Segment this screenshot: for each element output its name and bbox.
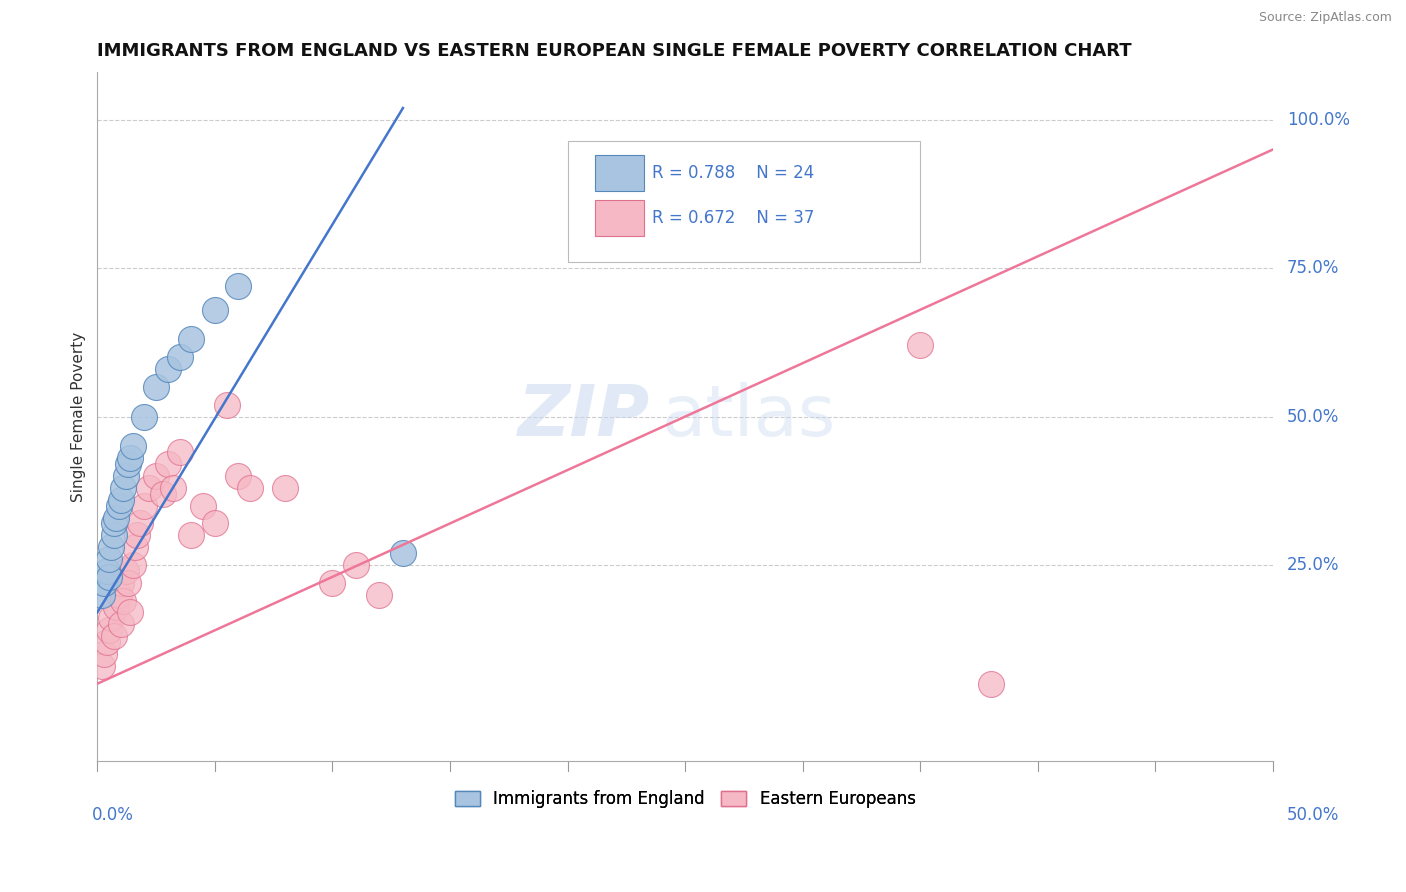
Point [114, 469, 136, 483]
Text: Source: ZipAtlas.com: Source: ZipAtlas.com [1258, 11, 1392, 24]
Point [239, 481, 262, 495]
Point [91, 588, 114, 602]
Point [103, 528, 125, 542]
Point [156, 457, 179, 471]
Text: atlas: atlas [662, 382, 837, 451]
Point [110, 617, 132, 632]
Point [180, 528, 202, 542]
Point [100, 611, 122, 625]
Point [980, 676, 1002, 690]
Point [180, 333, 202, 347]
Point [204, 516, 226, 531]
Text: 50.0%: 50.0% [1286, 408, 1340, 425]
Text: 50.0%: 50.0% [1286, 805, 1340, 823]
Point [156, 362, 179, 376]
Point [117, 575, 139, 590]
Point [152, 487, 174, 501]
Point [103, 516, 125, 531]
Point [368, 588, 391, 602]
Point [121, 558, 143, 572]
Point [134, 409, 156, 424]
Point [98, 624, 121, 638]
Point [110, 575, 132, 590]
Point [117, 457, 139, 471]
Text: 75.0%: 75.0% [1286, 260, 1340, 277]
Point [128, 516, 150, 531]
Point [908, 338, 931, 352]
Text: IMMIGRANTS FROM ENGLAND VS EASTERN EUROPEAN SINGLE FEMALE POVERTY CORRELATION CH: IMMIGRANTS FROM ENGLAND VS EASTERN EUROP… [97, 42, 1132, 60]
Text: 100.0%: 100.0% [1286, 111, 1350, 129]
Point [121, 439, 143, 453]
Point [321, 575, 343, 590]
Point [145, 380, 167, 394]
Point [127, 528, 149, 542]
Point [120, 451, 142, 466]
Point [110, 492, 132, 507]
Point [107, 588, 129, 602]
FancyBboxPatch shape [595, 155, 644, 191]
Point [98, 552, 121, 566]
FancyBboxPatch shape [568, 141, 920, 261]
FancyBboxPatch shape [595, 200, 644, 235]
Point [96, 564, 118, 578]
Point [138, 481, 160, 495]
Point [100, 540, 122, 554]
Legend: Immigrants from England, Eastern Europeans: Immigrants from England, Eastern Europea… [449, 783, 922, 814]
Y-axis label: Single Female Poverty: Single Female Poverty [72, 332, 86, 502]
Point [96, 635, 118, 649]
Point [162, 481, 184, 495]
Point [344, 558, 367, 572]
Point [228, 279, 250, 293]
Point [103, 629, 125, 643]
Point [124, 540, 146, 554]
Text: R = 0.672    N = 37: R = 0.672 N = 37 [652, 210, 814, 227]
Point [98, 570, 121, 584]
Point [134, 499, 156, 513]
Point [228, 469, 250, 483]
Text: 25.0%: 25.0% [1286, 556, 1340, 574]
Point [191, 499, 214, 513]
Point [107, 499, 129, 513]
Point [93, 575, 115, 590]
Point [274, 481, 297, 495]
Point [169, 351, 191, 365]
Text: R = 0.788    N = 24: R = 0.788 N = 24 [652, 164, 814, 182]
Point [215, 398, 238, 412]
Point [93, 647, 115, 661]
Point [204, 302, 226, 317]
Point [392, 546, 415, 560]
Point [114, 564, 136, 578]
Point [105, 599, 128, 614]
Text: 0.0%: 0.0% [91, 805, 134, 823]
Point [91, 659, 114, 673]
Text: ZIP: ZIP [517, 382, 650, 451]
Point [112, 481, 135, 495]
Point [169, 445, 191, 459]
Point [112, 593, 135, 607]
Point [145, 469, 167, 483]
Point [120, 606, 142, 620]
Point [105, 510, 128, 524]
